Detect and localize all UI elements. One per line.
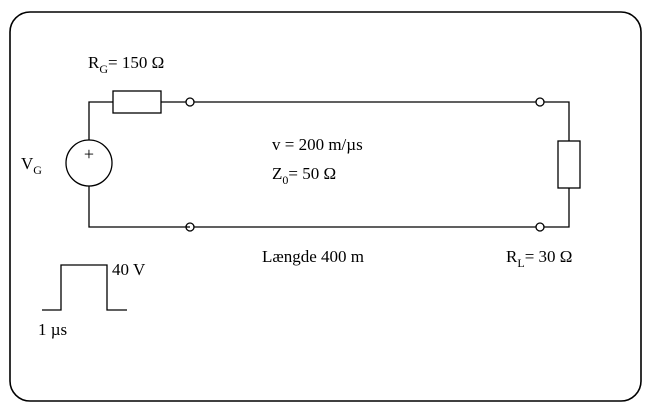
line-input-terminal-top [185,97,195,107]
generator-label: VG [21,154,42,177]
load-top-wire [544,101,570,141]
line-length-label: Længde 400 m [262,247,364,266]
voltage-source-symbol [65,139,113,187]
pulse-duration-label: 1 µs [38,320,67,339]
generator-bottom-wire [88,186,190,228]
source-resistor-label: RG= 150 Ω [88,53,164,76]
source-resistor-symbol [112,90,162,114]
pulse-amplitude-label: 40 V [112,260,146,279]
line-impedance-label: Z0= 50 Ω [272,164,336,187]
load-resistor-symbol [557,140,581,189]
load-bottom-wire [544,188,570,228]
generator-top-wire [88,101,113,140]
diagram-frame [9,11,642,402]
line-output-terminal-bottom [535,222,545,232]
load-resistor-label: RL= 30 Ω [506,247,572,270]
pulse-waveform [42,264,127,311]
line-output-terminal-top [535,97,545,107]
voltage-source-polarity: + [84,144,94,164]
line-velocity-label: v = 200 m/µs [272,135,363,154]
